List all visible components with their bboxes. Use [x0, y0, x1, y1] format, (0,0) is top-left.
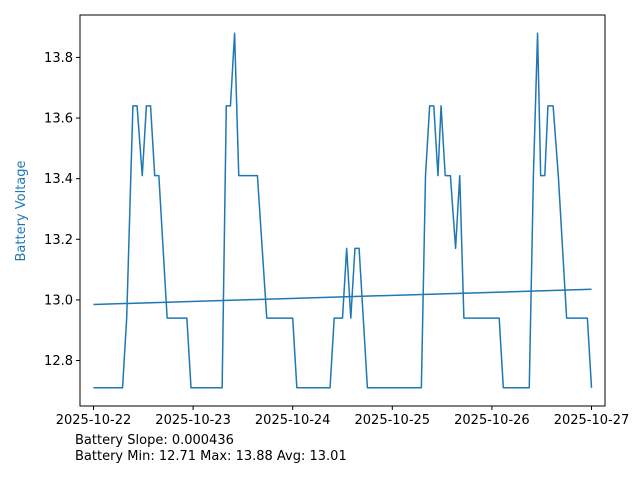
y-tick-label: 13.0	[44, 293, 73, 308]
battery-summary-text: Battery Min: 12.71 Max: 13.88 Avg: 13.01	[75, 449, 347, 464]
battery-voltage-line	[93, 32, 593, 389]
x-tick-label: 2025-10-25	[355, 413, 431, 428]
y-tick-label: 13.6	[44, 112, 73, 127]
x-tick-label: 2025-10-22	[56, 413, 132, 428]
x-axis-ticks: 2025-10-22 2025-10-23 2025-10-24 2025-10-25…	[56, 406, 630, 428]
x-tick-label: 2025-10-23	[155, 413, 231, 428]
x-tick-label: 2025-10-24	[255, 413, 331, 428]
y-tick-label: 13.8	[44, 51, 73, 66]
y-axis-ticks: 12.8 13.0 13.2 13.4 13.6 13.8	[44, 51, 80, 369]
y-tick-label: 12.8	[44, 354, 73, 369]
plot-frame	[79, 14, 606, 407]
battery-slope-text: Battery Slope: 0.000436	[75, 433, 234, 448]
series-layer	[93, 32, 593, 389]
trend-line	[93, 288, 592, 306]
y-axis-label: Battery Voltage	[14, 160, 29, 261]
x-tick-label: 2025-10-26	[454, 413, 530, 428]
y-tick-label: 13.2	[44, 233, 73, 248]
plot-area	[79, 14, 606, 407]
x-tick-label: 2025-10-27	[554, 413, 630, 428]
y-tick-label: 13.4	[44, 172, 73, 187]
